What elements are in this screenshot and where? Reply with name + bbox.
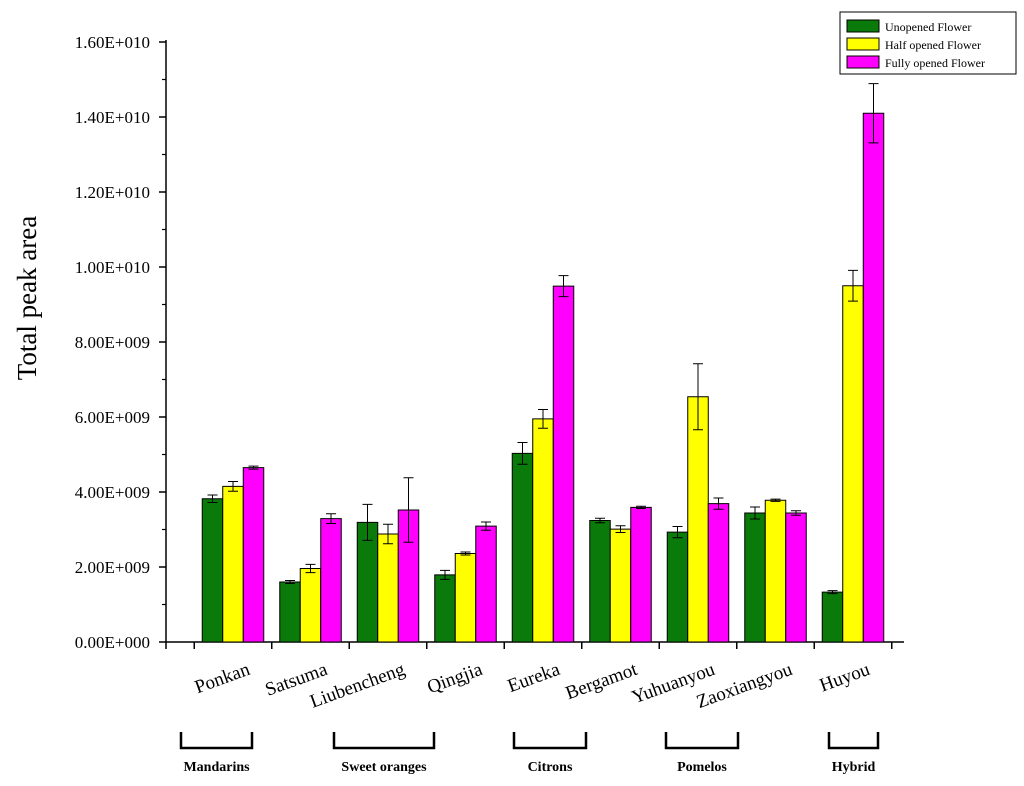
group-bracket	[332, 732, 436, 750]
group-brackets: Mandarins Sweet oranges Citrons Pomelos Hybr…	[179, 732, 880, 775]
bar-fully-opened-flower-huyou	[862, 112, 885, 643]
group-label-pomelos: Pomelos	[677, 760, 727, 775]
bar-fully-opened-flower-satsuma	[320, 518, 342, 643]
bar-unopened-flower-satsuma	[279, 581, 301, 643]
y-tick-label: 1.00E+010	[75, 258, 150, 277]
group-bracket	[179, 732, 254, 750]
bar-half-opened-flower-eureka	[532, 418, 554, 643]
bar-half-opened-flower-zaoxiangyou	[764, 499, 787, 643]
group-bracket	[512, 732, 588, 750]
y-tick-label: 1.60E+010	[75, 33, 150, 52]
y-tick-label: 0.00E+000	[75, 633, 150, 652]
bar-half-opened-flower-liubencheng	[377, 533, 399, 643]
category-label-bergamot: Bergamot	[563, 659, 641, 704]
bar-unopened-flower-ponkan	[201, 498, 224, 643]
bar-unopened-flower-qingjia	[434, 574, 456, 643]
legend-swatch	[846, 19, 880, 33]
y-axis-label: Total peak area	[12, 216, 42, 381]
bars	[201, 112, 885, 643]
bar-half-opened-flower-huyou	[842, 285, 864, 643]
bar-fully-opened-flower-bergamot	[630, 506, 652, 643]
bar-fully-opened-flower-qingjia	[475, 525, 497, 643]
y-tick-label: 4.00E+009	[75, 483, 150, 502]
bar-fully-opened-flower-yuhuanyou	[707, 503, 730, 643]
legend-swatch	[846, 55, 880, 69]
group-bracket	[827, 732, 880, 750]
bar-fully-opened-flower-ponkan	[242, 467, 265, 643]
category-label-huyou: Huyou	[817, 659, 873, 697]
bar-unopened-flower-eureka	[511, 452, 534, 643]
group-label-mandarins: Mandarins	[183, 760, 250, 775]
legend-entry: Unopened Flower	[885, 20, 971, 34]
bar-half-opened-flower-bergamot	[609, 528, 632, 643]
bar-unopened-flower-bergamot	[589, 520, 611, 643]
bar-half-opened-flower-yuhuanyou	[687, 396, 709, 643]
bar-unopened-flower-zaoxiangyou	[744, 512, 766, 643]
legend-swatch	[846, 37, 880, 51]
y-tick-label: 1.20E+010	[75, 183, 150, 202]
legend-entry: Half opened Flower	[885, 38, 981, 52]
y-tick-label: 6.00E+009	[75, 408, 150, 427]
legend: Unopened Flower Half opened Flower Fully o…	[839, 11, 1017, 75]
group-label-sweet-oranges: Sweet oranges	[341, 760, 427, 775]
y-tick-label: 1.40E+010	[75, 108, 150, 127]
group-label-citrons: Citrons	[528, 760, 573, 775]
group-label-hybrid: Hybrid	[832, 760, 876, 775]
y-tick-label: 8.00E+009	[75, 333, 150, 352]
group-bracket	[664, 732, 740, 750]
category-label-ponkan: Ponkan	[192, 659, 253, 698]
legend-entry: Fully opened Flower	[885, 56, 985, 70]
bar-half-opened-flower-qingjia	[454, 553, 477, 643]
bar-half-opened-flower-ponkan	[222, 485, 244, 643]
category-label-qingjia: Qingjia	[424, 659, 485, 698]
bar-unopened-flower-huyou	[821, 591, 844, 643]
bar-unopened-flower-yuhuanyou	[666, 531, 689, 643]
category-label-eureka: Eureka	[505, 659, 563, 697]
axes: 0.00E+000 2.00E+009 4.00E+009 6.00E+009 8.00…	[75, 33, 904, 652]
y-tick-label: 2.00E+009	[75, 558, 150, 577]
bar-fully-opened-flower-eureka	[552, 285, 575, 643]
bar-half-opened-flower-satsuma	[299, 568, 322, 643]
error-bars	[207, 83, 879, 595]
bar-fully-opened-flower-zaoxiangyou	[785, 512, 807, 643]
